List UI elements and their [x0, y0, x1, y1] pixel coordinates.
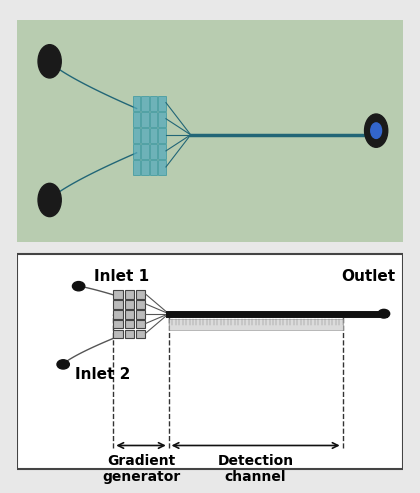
- Bar: [150, 144, 158, 159]
- Bar: [125, 310, 134, 318]
- Bar: [141, 128, 149, 143]
- Bar: [141, 160, 149, 175]
- Text: Gradient
generator: Gradient generator: [102, 454, 180, 485]
- Bar: [158, 144, 166, 159]
- Bar: [150, 112, 158, 127]
- Bar: [136, 300, 145, 309]
- Bar: [141, 144, 149, 159]
- Circle shape: [365, 114, 388, 147]
- Circle shape: [38, 45, 61, 78]
- Bar: [136, 320, 145, 328]
- Circle shape: [38, 183, 61, 216]
- Bar: [158, 128, 166, 143]
- Bar: [133, 160, 140, 175]
- Bar: [133, 112, 140, 127]
- Bar: [141, 96, 149, 111]
- Circle shape: [57, 360, 69, 369]
- Text: Detection
channel: Detection channel: [218, 454, 294, 485]
- Circle shape: [378, 310, 390, 318]
- Bar: [125, 290, 134, 299]
- Bar: [150, 160, 158, 175]
- Bar: [113, 300, 123, 309]
- Bar: [113, 330, 123, 338]
- Bar: [141, 112, 149, 127]
- Bar: [136, 310, 145, 318]
- Bar: [113, 290, 123, 299]
- Bar: [133, 144, 140, 159]
- Text: Inlet 1: Inlet 1: [94, 269, 149, 283]
- Bar: [133, 128, 140, 143]
- Bar: [158, 96, 166, 111]
- Bar: [125, 300, 134, 309]
- Bar: [125, 330, 134, 338]
- Circle shape: [371, 123, 381, 139]
- Circle shape: [72, 282, 85, 291]
- Bar: [150, 128, 158, 143]
- Bar: [136, 330, 145, 338]
- Bar: [150, 96, 158, 111]
- Bar: [125, 320, 134, 328]
- Bar: [158, 112, 166, 127]
- Bar: [113, 320, 123, 328]
- Bar: [113, 310, 123, 318]
- Bar: [169, 318, 343, 330]
- Bar: [158, 160, 166, 175]
- Text: Inlet 2: Inlet 2: [75, 367, 130, 382]
- Text: Outlet: Outlet: [341, 269, 396, 283]
- Bar: [133, 96, 140, 111]
- Bar: [136, 290, 145, 299]
